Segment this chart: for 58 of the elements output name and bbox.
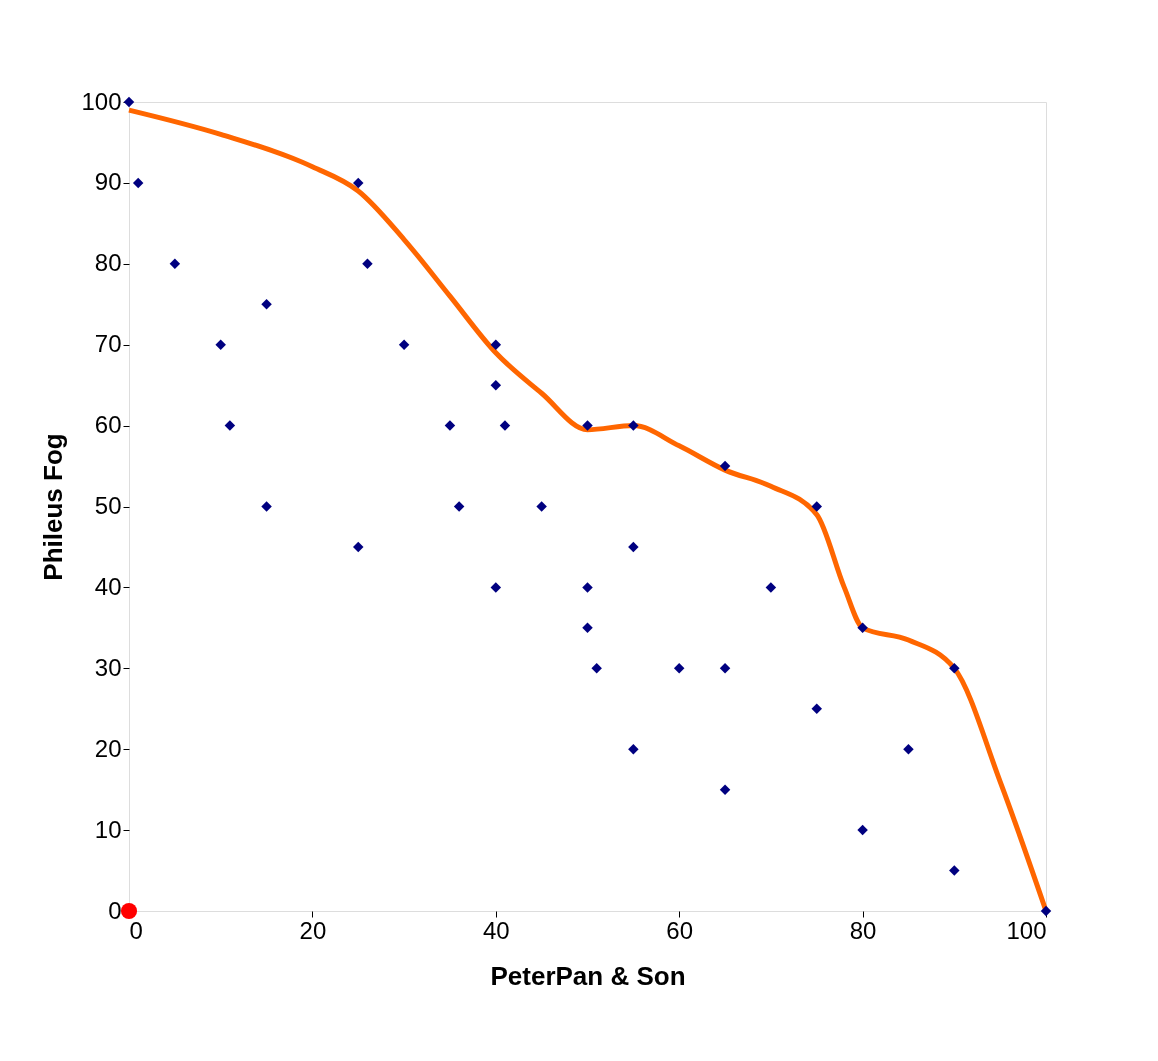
point (811, 501, 822, 512)
point (628, 541, 639, 553)
point (453, 501, 465, 512)
point (582, 622, 593, 634)
y-tick-label: 50 (94, 492, 122, 519)
point (949, 663, 960, 674)
y-tick-label: 30 (94, 653, 122, 681)
x-tick-label: 0 (129, 916, 143, 944)
point (499, 420, 511, 431)
point (490, 339, 502, 350)
point (582, 420, 593, 431)
y-axis-title: Phileus Fog (38, 433, 69, 581)
point (719, 784, 731, 795)
point (224, 420, 236, 431)
y-tick-label: 70 (94, 330, 122, 358)
point (261, 299, 272, 310)
x-tick-label: 80 (849, 916, 877, 944)
y-tick-label: 90 (94, 168, 122, 196)
point (536, 501, 547, 512)
point (591, 663, 602, 674)
y-tick-label: 20 (94, 734, 122, 762)
point (261, 501, 272, 512)
point (719, 460, 731, 472)
x-tick-label: 100 (1006, 916, 1047, 944)
point (490, 582, 502, 593)
point (857, 824, 868, 836)
point (132, 177, 144, 189)
y-tick-label: 60 (94, 411, 122, 439)
y-tick-label: 0 (108, 896, 122, 924)
x-tick-label: 40 (482, 916, 510, 944)
point (628, 420, 639, 431)
point (398, 339, 410, 350)
y-tick-label: 40 (94, 572, 122, 600)
point (903, 743, 914, 755)
point (123, 96, 135, 108)
y-tick-label: 80 (94, 249, 122, 277)
point (582, 582, 593, 593)
point (120, 902, 138, 920)
point (169, 258, 181, 270)
y-tick-label: 100 (81, 87, 122, 115)
point (1040, 905, 1052, 917)
point (949, 865, 960, 876)
point (353, 541, 364, 553)
point (215, 339, 226, 350)
y-tick-label: 10 (94, 815, 122, 843)
x-tick-label: 20 (299, 916, 327, 944)
point (673, 663, 685, 674)
x-axis-title: PeterPan & Son (490, 960, 686, 991)
point (362, 258, 373, 270)
point (628, 743, 639, 755)
x-tick-label: 60 (666, 916, 694, 944)
point (811, 703, 822, 714)
point (857, 622, 868, 634)
point (719, 663, 731, 674)
point (490, 379, 502, 391)
point (353, 177, 364, 189)
point (444, 420, 456, 431)
point (765, 582, 777, 593)
